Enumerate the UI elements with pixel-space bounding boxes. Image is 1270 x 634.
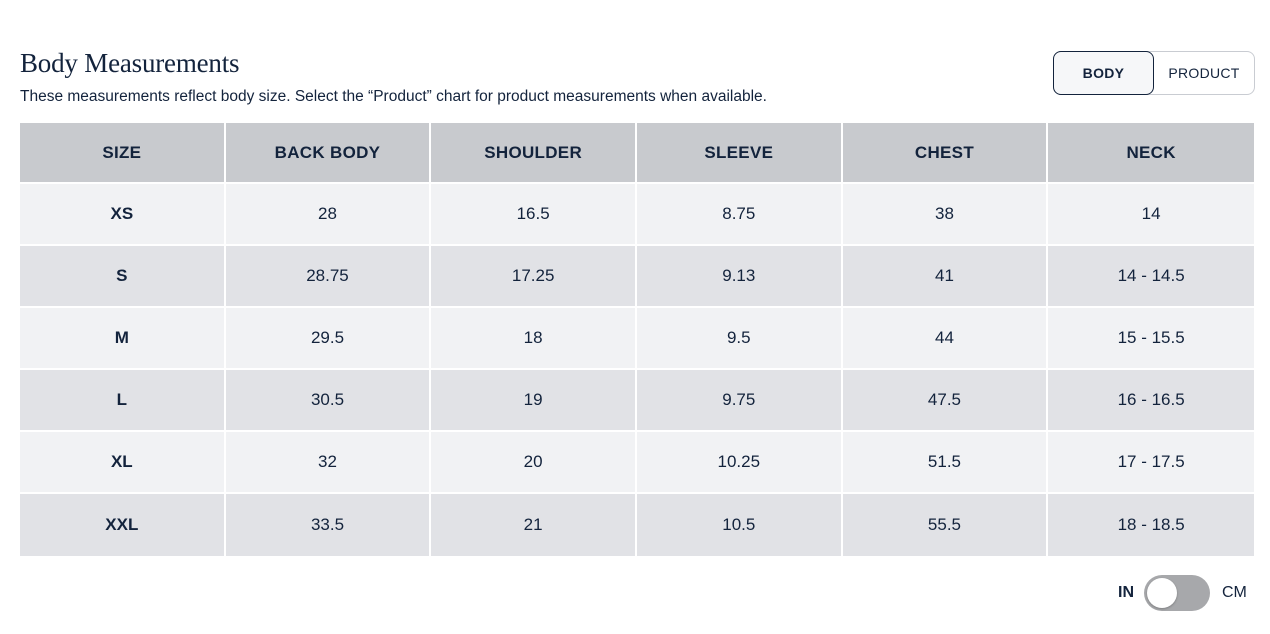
back-body-cell: 33.5	[225, 494, 432, 556]
sleeve-cell: 9.5	[636, 308, 843, 370]
back-body-cell: 28	[225, 184, 432, 246]
chest-cell: 41	[842, 246, 1049, 308]
shoulder-cell: 21	[431, 494, 637, 556]
table-row: S 28.75 17.25 9.13 41 14 - 14.5	[20, 246, 1254, 308]
table-row: L 30.5 19 9.75 47.5 16 - 16.5	[20, 370, 1254, 432]
switch-knob	[1147, 578, 1177, 608]
size-cell: L	[20, 370, 226, 432]
table-row: M 29.5 18 9.5 44 15 - 15.5	[20, 308, 1254, 370]
sleeve-cell: 8.75	[636, 184, 843, 246]
unit-switch[interactable]	[1144, 575, 1210, 611]
chest-cell: 44	[842, 308, 1049, 370]
product-tab-button[interactable]: PRODUCT	[1168, 65, 1240, 81]
column-header-sleeve: SLEEVE	[636, 123, 843, 184]
neck-cell: 18 - 18.5	[1048, 494, 1254, 556]
page-title: Body Measurements	[20, 48, 240, 78]
sleeve-cell: 9.75	[636, 370, 843, 432]
column-header-neck: NECK	[1048, 123, 1254, 184]
size-cell: S	[20, 246, 226, 308]
column-header-back-body: BACK BODY	[225, 123, 432, 184]
shoulder-cell: 18	[431, 308, 637, 370]
size-cell: XXL	[20, 494, 226, 556]
back-body-cell: 30.5	[225, 370, 432, 432]
column-header-size: SIZE	[20, 123, 226, 184]
column-header-shoulder: SHOULDER	[431, 123, 637, 184]
neck-cell: 14	[1048, 184, 1254, 246]
table-header-row: SIZE BACK BODY SHOULDER SLEEVE CHEST NEC…	[20, 123, 1254, 184]
back-body-cell: 32	[225, 432, 432, 494]
shoulder-cell: 17.25	[431, 246, 637, 308]
neck-cell: 15 - 15.5	[1048, 308, 1254, 370]
size-cell: XS	[20, 184, 226, 246]
size-cell: M	[20, 308, 226, 370]
sleeve-cell: 9.13	[636, 246, 843, 308]
chest-cell: 55.5	[842, 494, 1049, 556]
shoulder-cell: 16.5	[431, 184, 637, 246]
chest-cell: 38	[842, 184, 1049, 246]
table-row: XXL 33.5 21 10.5 55.5 18 - 18.5	[20, 494, 1254, 556]
table-row: XS 28 16.5 8.75 38 14	[20, 184, 1254, 246]
unit-toggle: IN CM	[1118, 574, 1247, 612]
shoulder-cell: 19	[431, 370, 637, 432]
shoulder-cell: 20	[431, 432, 637, 494]
back-body-cell: 29.5	[225, 308, 432, 370]
chart-view-toggle: BODY PRODUCT	[1053, 51, 1255, 95]
sleeve-cell: 10.5	[636, 494, 843, 556]
sleeve-cell: 10.25	[636, 432, 843, 494]
table-row: XL 32 20 10.25 51.5 17 - 17.5	[20, 432, 1254, 494]
unit-label-cm[interactable]: CM	[1222, 584, 1247, 601]
size-chart-table: SIZE BACK BODY SHOULDER SLEEVE CHEST NEC…	[20, 123, 1254, 556]
size-cell: XL	[20, 432, 226, 494]
unit-label-in[interactable]: IN	[1118, 584, 1134, 601]
chest-cell: 51.5	[842, 432, 1049, 494]
column-header-chest: CHEST	[842, 123, 1049, 184]
chest-cell: 47.5	[842, 370, 1049, 432]
neck-cell: 16 - 16.5	[1048, 370, 1254, 432]
page-subtitle: These measurements reflect body size. Se…	[20, 88, 767, 105]
neck-cell: 17 - 17.5	[1048, 432, 1254, 494]
body-tab-button[interactable]: BODY	[1053, 51, 1154, 95]
neck-cell: 14 - 14.5	[1048, 246, 1254, 308]
back-body-cell: 28.75	[225, 246, 432, 308]
